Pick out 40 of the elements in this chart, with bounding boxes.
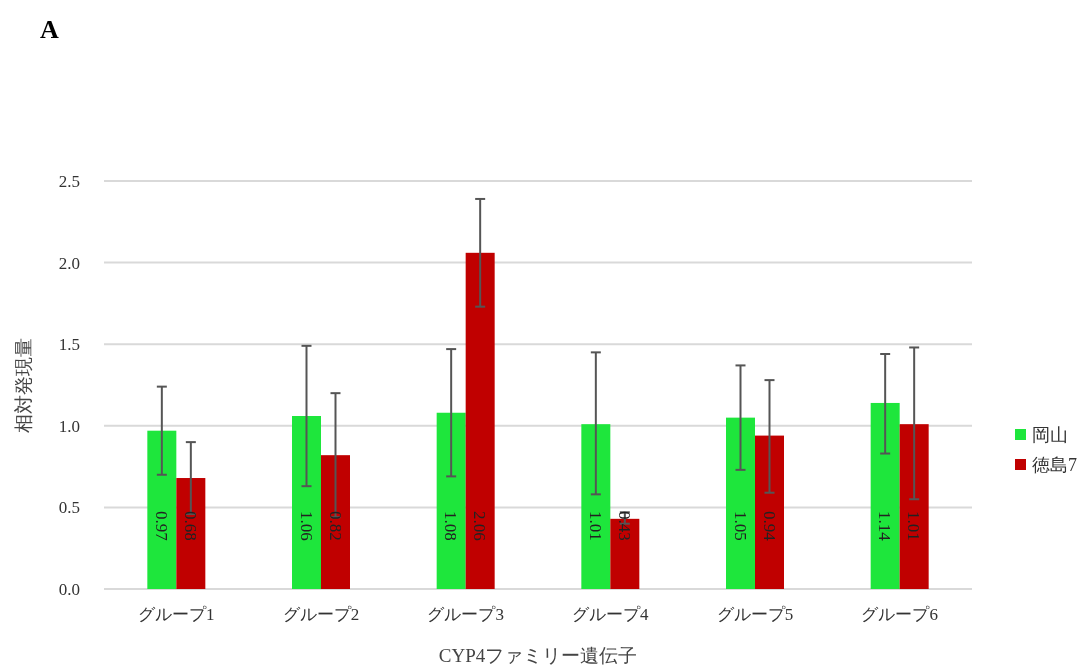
data-label: 1.06 xyxy=(296,511,316,541)
y-tick-label: 1.0 xyxy=(58,416,80,436)
bar xyxy=(292,416,321,589)
x-axis-title: CYP4ファミリー遺伝子 xyxy=(438,645,638,666)
data-label: 0.43 xyxy=(614,511,634,541)
legend-label: 徳島7 xyxy=(1032,455,1077,475)
y-tick-label: 2.0 xyxy=(58,253,80,273)
data-label: 0.97 xyxy=(151,511,171,542)
bar xyxy=(465,252,495,589)
data-label: 1.05 xyxy=(730,511,750,541)
y-tick-label: 1.5 xyxy=(58,335,80,355)
legend-label: 岡山 xyxy=(1032,425,1068,445)
data-label: 1.01 xyxy=(904,511,924,541)
bar xyxy=(581,424,611,589)
y-axis-title: 相対発現量 xyxy=(13,337,34,433)
bar xyxy=(321,455,350,589)
data-label: 0.82 xyxy=(325,511,345,541)
x-tick-label: グループ1 xyxy=(138,605,215,624)
x-tick-label: グループ6 xyxy=(861,605,938,624)
bar xyxy=(899,424,929,589)
chart-title: A xyxy=(40,15,59,44)
bar xyxy=(755,435,784,589)
data-label: 2.06 xyxy=(470,511,490,541)
bar xyxy=(870,402,900,589)
data-label: 1.08 xyxy=(441,511,461,541)
data-label: 0.68 xyxy=(180,511,200,541)
data-label: 1.14 xyxy=(875,511,895,542)
bar xyxy=(176,478,206,589)
bar xyxy=(436,412,466,589)
data-label: 0.94 xyxy=(759,511,779,542)
x-tick-label: グループ4 xyxy=(572,605,650,624)
y-tick-label: 0.5 xyxy=(58,498,80,518)
y-tick-label: 0.0 xyxy=(58,580,80,599)
x-tick-label: グループ2 xyxy=(282,605,360,624)
x-tick-label: グループ5 xyxy=(716,605,794,624)
x-tick-label: グループ3 xyxy=(427,605,504,624)
bar xyxy=(726,417,755,589)
y-tick-label: 2.5 xyxy=(58,172,80,191)
data-label: 1.01 xyxy=(585,511,605,541)
bar xyxy=(147,430,177,589)
